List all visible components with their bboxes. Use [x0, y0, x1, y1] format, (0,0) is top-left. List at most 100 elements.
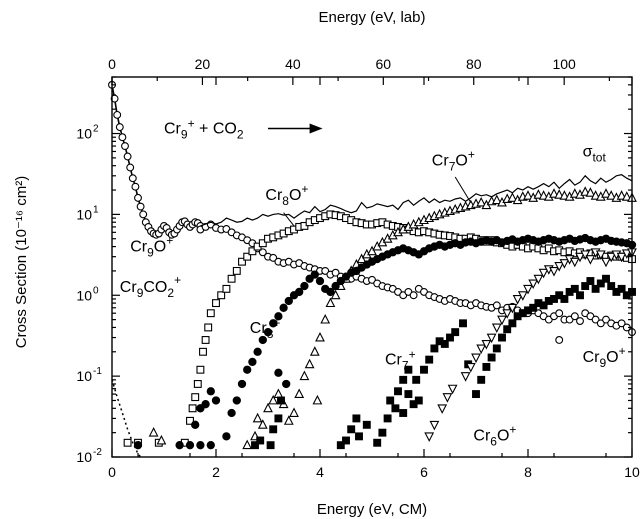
- open-circle-point: [269, 253, 278, 262]
- x-axis-label: Energy (eV, CM): [317, 501, 427, 518]
- filled-square-point: [394, 387, 402, 396]
- filled-circle-point: [269, 319, 278, 328]
- series-Cr8-: [133, 233, 637, 450]
- leader-cr8o: [283, 212, 295, 227]
- open-square-point: [248, 247, 257, 256]
- series--tot: [200, 174, 633, 227]
- open-triangle-down-point: [502, 309, 513, 319]
- open-triangle-down-point: [621, 249, 632, 259]
- open-square-point: [186, 416, 194, 425]
- open-triangle-down-point: [606, 252, 617, 263]
- open-triangle-down-point: [437, 404, 448, 414]
- open-square-point: [199, 347, 207, 356]
- open-square-point: [258, 239, 267, 248]
- filled-circle-point: [185, 441, 195, 450]
- open-triangle-up-point: [367, 245, 377, 256]
- open-triangle-down-point: [616, 252, 627, 263]
- open-triangle-down-point: [554, 262, 565, 272]
- open-square-point: [191, 393, 200, 402]
- open-triangle-up-point: [621, 191, 632, 201]
- open-triangle-up-point: [491, 194, 502, 205]
- open-triangle-down-point: [424, 432, 435, 442]
- filled-square-point: [362, 420, 371, 429]
- filled-circle-point: [284, 296, 293, 306]
- filled-circle-point: [326, 287, 335, 297]
- label-Cr7+: Cr7+: [385, 347, 416, 372]
- x-tick-label: 8: [524, 464, 532, 480]
- open-triangle-down-point: [601, 257, 611, 268]
- y-tick-label: 10: [76, 449, 92, 465]
- open-square-point: [188, 404, 197, 413]
- filled-square-point: [560, 295, 569, 303]
- filled-square-point: [487, 353, 496, 362]
- open-square-point: [238, 257, 246, 266]
- x2-tick-label: 0: [108, 56, 116, 72]
- open-circle-point: [617, 319, 626, 328]
- filled-square-point: [383, 414, 392, 423]
- filled-square-point: [539, 301, 548, 310]
- filled-square-point: [451, 328, 460, 337]
- label-Cr8+: Cr8+: [250, 316, 281, 341]
- open-square-point: [243, 252, 252, 261]
- open-triangle-up-point: [315, 331, 325, 342]
- filled-circle-point: [300, 281, 309, 291]
- open-triangle-down-point: [447, 384, 458, 395]
- open-circle-point: [602, 315, 610, 324]
- open-triangle-up-point: [268, 394, 279, 405]
- filled-circle-point: [237, 379, 247, 389]
- filled-square-point: [581, 282, 590, 290]
- open-triangle-up-point: [252, 412, 263, 423]
- open-circle-point: [131, 182, 140, 191]
- filled-square-point: [336, 441, 345, 450]
- filled-circle-point: [222, 432, 231, 441]
- filled-square-point: [459, 319, 467, 328]
- filled-square-point: [576, 291, 584, 300]
- y-tick-label: 10: [76, 126, 92, 142]
- filled-square-point: [492, 344, 501, 353]
- open-triangle-down-point: [442, 393, 453, 403]
- open-square-point: [232, 266, 241, 275]
- open-triangle-up-point: [549, 188, 559, 198]
- filled-circle-point: [206, 387, 215, 396]
- cr9co2-dotted-line: [111, 379, 142, 458]
- filled-circle-point: [248, 357, 257, 367]
- filled-square-point: [446, 333, 454, 342]
- sigma-tot-line: [200, 174, 633, 227]
- open-circle-point: [492, 301, 501, 310]
- open-triangle-up-point: [356, 253, 367, 264]
- filled-circle-point: [191, 420, 200, 429]
- filled-square-point: [430, 344, 439, 353]
- filled-square-point: [414, 396, 423, 405]
- label-Cr7O+: Cr7O+: [432, 148, 475, 174]
- filled-circle-point: [227, 408, 236, 418]
- open-triangle-up-point: [309, 346, 320, 356]
- filled-circle-point: [274, 368, 283, 377]
- filled-square-point: [482, 362, 491, 371]
- filled-circle-point: [336, 276, 345, 286]
- open-triangle-up-point: [257, 419, 268, 429]
- x2-tick-label: 40: [285, 56, 301, 72]
- label-Cr9CO2+: Cr9CO2+: [120, 273, 181, 300]
- open-triangle-down-point: [595, 250, 606, 261]
- filled-square-point: [472, 390, 480, 399]
- open-square-point: [196, 365, 205, 374]
- filled-square-point: [251, 441, 259, 450]
- open-square-point: [212, 299, 220, 308]
- x-tick-label: 10: [624, 464, 640, 480]
- y-tick-label: 10: [76, 287, 92, 303]
- filled-square-point: [602, 274, 610, 283]
- reaction-arrowhead: [309, 123, 323, 134]
- series-Cr9CO2-: [111, 379, 142, 458]
- plot-marks: [108, 80, 637, 458]
- open-triangle-up-point: [476, 196, 487, 207]
- open-triangle-up-point: [242, 439, 253, 450]
- filled-square-point: [378, 428, 387, 437]
- y-tick-exponent: 0: [93, 285, 99, 296]
- open-circle-point: [123, 152, 132, 161]
- open-triangle-up-point: [606, 190, 617, 200]
- open-circle-point: [258, 248, 267, 257]
- filled-square-point: [256, 436, 265, 445]
- open-triangle-down-point: [481, 340, 492, 350]
- open-triangle-up-point: [580, 186, 591, 196]
